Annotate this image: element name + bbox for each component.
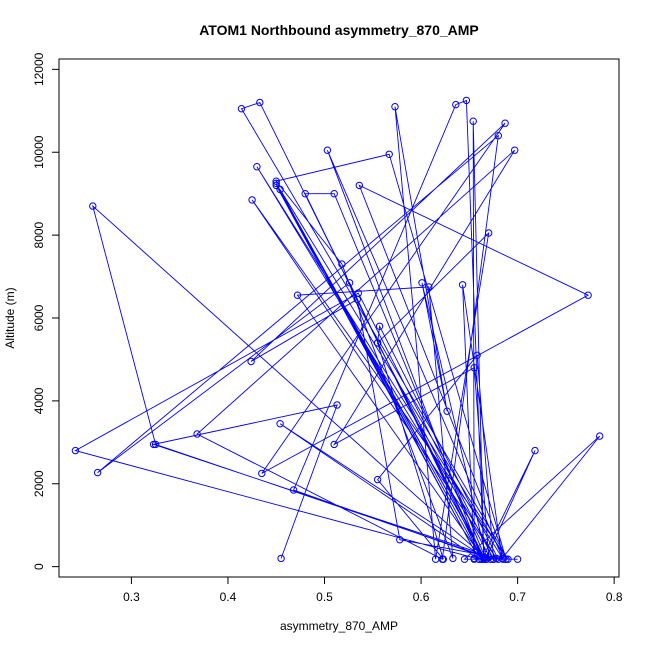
y-tick-label: 8000 — [32, 221, 46, 248]
data-point — [462, 96, 471, 105]
series-layer — [71, 96, 604, 563]
data-point — [391, 103, 399, 111]
data-point — [333, 401, 341, 409]
y-tick-label: 6000 — [32, 304, 46, 331]
data-point — [418, 279, 426, 287]
data-point — [494, 132, 502, 140]
data-point — [458, 281, 467, 289]
data-point — [289, 486, 298, 494]
data-point — [373, 475, 382, 484]
data-point — [272, 181, 280, 190]
x-tick-label: 0.6 — [413, 590, 430, 604]
x-tick-label: 0.4 — [220, 590, 237, 604]
data-point — [460, 555, 469, 563]
y-tick-label: 10000 — [32, 135, 46, 169]
y-tick-label: 0 — [32, 563, 46, 570]
data-point — [596, 432, 604, 440]
data-point — [531, 446, 539, 455]
data-point — [513, 555, 522, 563]
chart-title: ATOM1 Northbound asymmetry_870_AMP — [199, 22, 479, 38]
data-point — [501, 119, 509, 127]
x-axis-label: asymmetry_870_AMP — [280, 619, 398, 633]
data-point — [258, 469, 266, 478]
data-point — [89, 202, 97, 210]
data-point — [71, 446, 80, 455]
plot-frame — [58, 58, 620, 578]
data-point — [193, 430, 201, 438]
data-point — [385, 150, 393, 159]
data-point — [396, 536, 404, 544]
data-point — [449, 554, 457, 563]
data-point — [151, 440, 160, 449]
data-point — [499, 555, 507, 563]
data-point — [584, 291, 592, 299]
data-point — [498, 554, 506, 563]
series-line — [74, 99, 601, 561]
data-point — [480, 554, 488, 563]
x-tick-label: 0.8 — [606, 590, 623, 604]
data-point — [272, 177, 280, 185]
data-point — [272, 179, 280, 188]
data-point — [470, 554, 478, 563]
data-point — [277, 554, 285, 563]
data-point — [425, 283, 433, 291]
y-axis-label: Altitude (m) — [3, 287, 17, 348]
data-point — [330, 190, 338, 198]
data-point — [502, 555, 510, 563]
data-point — [485, 553, 493, 561]
data-point — [452, 100, 460, 109]
data-point — [443, 407, 451, 415]
data-point — [345, 279, 354, 287]
y-axis: 0 2000 4000 6000 8000 10000 12000 — [32, 52, 59, 570]
data-point — [253, 163, 261, 171]
data-point — [470, 364, 478, 372]
data-point — [439, 555, 447, 563]
data-point — [485, 229, 493, 237]
data-point — [247, 357, 255, 366]
x-tick-label: 0.7 — [509, 590, 526, 604]
data-point — [276, 185, 284, 194]
data-point — [248, 196, 256, 204]
data-point — [93, 468, 102, 477]
data-point — [276, 420, 284, 428]
data-point — [473, 351, 481, 359]
y-tick-label: 12000 — [32, 52, 46, 86]
y-tick-label: 2000 — [32, 470, 46, 497]
x-tick-label: 0.3 — [123, 590, 140, 604]
data-point — [373, 339, 382, 347]
x-axis: 0.3 0.4 0.5 0.6 0.7 0.8 — [123, 577, 623, 604]
data-point — [504, 555, 512, 563]
data-point — [469, 117, 477, 125]
data-point — [330, 440, 338, 449]
data-point — [256, 98, 264, 107]
y-tick-label: 4000 — [32, 387, 46, 414]
data-point — [338, 260, 346, 268]
x-tick-label: 0.5 — [316, 590, 333, 604]
data-point — [149, 440, 158, 449]
data-point — [355, 181, 363, 190]
data-point — [293, 291, 302, 299]
data-point — [301, 190, 309, 198]
data-point — [237, 105, 246, 113]
data-point — [353, 295, 361, 304]
data-point — [323, 146, 332, 154]
data-point — [375, 322, 384, 330]
data-point — [489, 555, 498, 563]
data-point — [511, 146, 519, 154]
